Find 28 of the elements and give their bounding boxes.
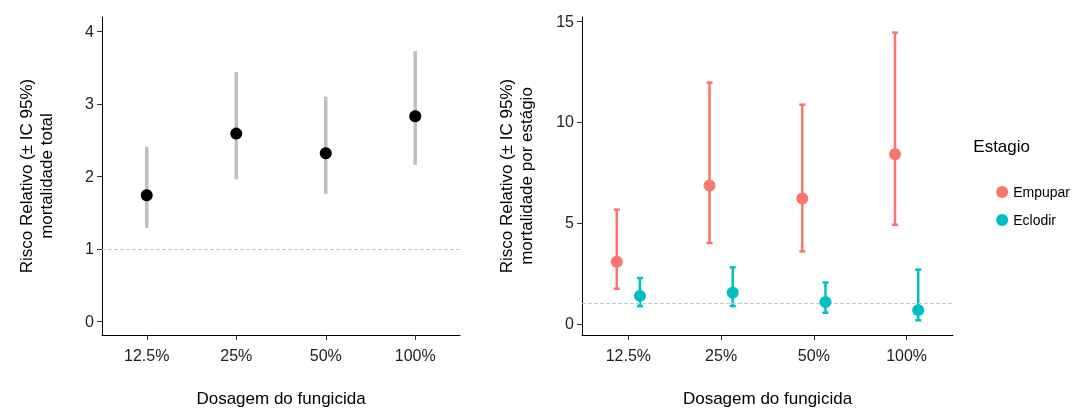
legend-label: Empupar	[1013, 184, 1071, 200]
x-tick-label: 50%	[797, 346, 830, 364]
x-axis-title: Dosagem do fungicida	[196, 389, 367, 408]
x-tick-label: 100%	[394, 346, 436, 364]
x-axis-title: Dosagem do fungicida	[682, 389, 853, 408]
point	[140, 189, 153, 202]
y-tick-label: 0	[85, 312, 95, 330]
legend-title: Estagio	[973, 137, 1030, 156]
point	[319, 147, 332, 160]
point	[230, 127, 243, 140]
y-axis-title: Risco Relativo (± IC 95%) mortalidade total	[16, 78, 56, 274]
x-tick-label: 12.5%	[124, 346, 170, 364]
x-tick-label: 100%	[886, 346, 928, 364]
x-tick-label: 25%	[220, 346, 253, 364]
y-tick-label: 5	[565, 214, 575, 232]
y-tick-label: 3	[85, 95, 95, 113]
y-axis-title: Risco Relativo (± IC 95%) mortalidade por estágio	[496, 78, 536, 274]
y-tick-label: 10	[556, 113, 575, 131]
point	[409, 110, 422, 123]
y-tick-label: 2	[85, 167, 95, 185]
y-tick-label: 15	[556, 12, 575, 30]
legend-label: Eclodir	[1013, 212, 1057, 228]
y-tick-label: 1	[85, 240, 95, 258]
x-tick-label: 12.5%	[605, 346, 652, 364]
x-tick-label: 25%	[705, 346, 738, 364]
y-tick-label: 0	[565, 315, 575, 333]
x-tick-label: 50%	[309, 346, 342, 364]
y-tick-label: 4	[85, 22, 95, 40]
